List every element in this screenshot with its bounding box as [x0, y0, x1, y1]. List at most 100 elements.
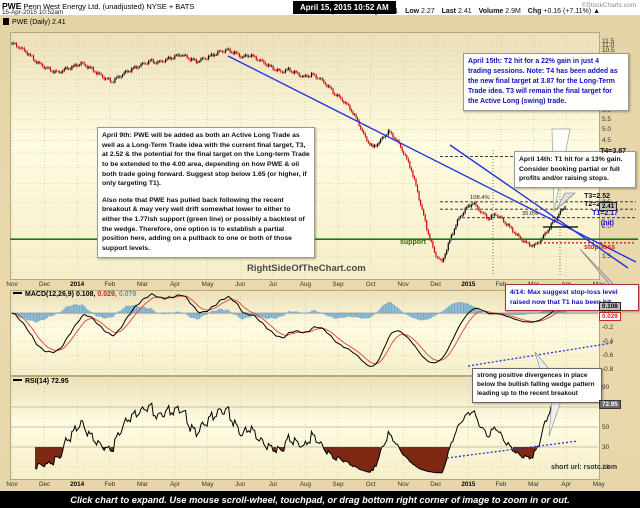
change-value: +0.16 (+7.11%) [543, 8, 592, 15]
last-price-tag: 2.41 [599, 202, 618, 212]
date-tick: Apr [170, 481, 180, 488]
macd-legend: MACD(12,26,9) 0.108, 0.029, 0.079 [13, 291, 136, 298]
site-watermark: RightSideOfTheChart.com [247, 263, 366, 274]
fib-retracement-label: 35.0% [522, 210, 539, 217]
macd-value-2: 0.029, [97, 291, 117, 298]
date-tick: Sep [332, 281, 344, 288]
macd-value-3: 0.079 [118, 291, 137, 298]
axis-tick: 10 [602, 463, 610, 471]
annotation-april-9-paragraph-2: Also note that PWE has pulled back follo… [102, 196, 305, 253]
axis-tick: 5.5 [602, 115, 612, 123]
date-tick: Sep [332, 481, 344, 488]
date-tick: Jun [235, 281, 246, 288]
volume-label: Volume [478, 8, 504, 15]
date-tick: Jul [268, 481, 277, 488]
price-legend-label: PWE (Daily) 2.41 [12, 19, 66, 26]
fib-extension-label: 108.4% [470, 194, 490, 201]
rsi-line-icon [13, 379, 22, 381]
date-tick: Mar [136, 481, 148, 488]
date-tick: 2014 [70, 481, 85, 488]
last-value: 2.41 [457, 8, 472, 15]
date-tick: Nov [6, 281, 18, 288]
axis-tick: -0.8 [602, 365, 614, 373]
date-tick: Feb [104, 281, 116, 288]
date-tick: Nov [6, 481, 18, 488]
date-tick: Aug [299, 481, 311, 488]
axis-tick: -0.2 [602, 323, 614, 331]
date-tick: May [201, 281, 214, 288]
stop-loss-label: stop-loss [584, 244, 616, 251]
rsi-legend: RSI(14) 72.95 [13, 378, 69, 385]
date-tick: Oct [365, 481, 376, 488]
date-tick: Dec [430, 281, 442, 288]
rsi-value: 72.95 [51, 378, 69, 385]
date-tick: May [592, 481, 605, 488]
axis-tick: 50 [602, 423, 610, 431]
date-tick: Jul [268, 281, 277, 288]
date-tick: Dec [38, 281, 51, 288]
chart-datetime: 15-Apr-2015 10:52am [2, 9, 64, 16]
annotation-april-9: April 9th: PWE will be added as both an … [97, 127, 315, 258]
axis-tick: 30 [602, 443, 610, 451]
annotation-april-15: April 15th: T2 hit for a 22% gain in jus… [463, 53, 629, 111]
date-tick: Oct [365, 281, 376, 288]
date-tick: Aug [299, 281, 311, 288]
date-tick: Feb [495, 281, 507, 288]
bottom-date-axis: Nov Dec 2014 Feb Mar Apr May Jun Jul Aug Sep Oct Nov… [0, 480, 640, 491]
axis-tick: -0.6 [602, 351, 614, 359]
rsi-tag: 72.95 [599, 400, 621, 410]
low-label: Low [405, 8, 420, 15]
annotation-april-14: April 14th: T1 hit for a 13% gain. Consi… [514, 151, 636, 188]
date-tick: Feb [104, 481, 116, 488]
axis-tick: 11.0 [602, 42, 615, 50]
macd-signal-tag: 0.029 [599, 312, 621, 322]
axis-tick: 4.5 [602, 137, 612, 144]
stockcharts-credit: ©StockCharts.com [581, 2, 636, 9]
date-tick: May [201, 481, 214, 488]
axis-tick: 10.5 [602, 47, 615, 55]
title-text: Penn West Energy Ltd. (unadjusted) NYSE … [23, 2, 195, 11]
date-tick: Feb [495, 481, 507, 488]
axis-tick: 2.0 [602, 222, 612, 230]
macd-tag: 0.108 [599, 301, 621, 311]
macd-value-1: 0.108, [75, 291, 96, 298]
annotation-april-9-paragraph-1: April 9th: PWE will be added as both an … [102, 132, 310, 188]
date-badge: April 15, 2015 10:52 AM [293, 1, 396, 14]
date-tick: Nov [397, 281, 409, 288]
date-tick: Mar [136, 281, 148, 288]
axis-tick: 1.5 [602, 253, 612, 261]
target-2-label: T2=2.35 [584, 201, 610, 209]
date-tick: Dec [38, 481, 51, 488]
candlestick-icon [3, 18, 9, 25]
last-label: Last [441, 8, 457, 15]
date-tick: Mar [528, 481, 540, 488]
up-arrow-icon: ▲ [593, 8, 600, 15]
ticker-symbol: PWE [2, 1, 22, 11]
price-legend: PWE (Daily) 2.41 [3, 18, 66, 26]
date-tick: 2015 [461, 281, 476, 288]
low-value: 2.27 [421, 8, 435, 15]
target-1-label: T1=2.17 [592, 209, 618, 217]
date-tick: Apr [170, 281, 180, 288]
date-tick: 2014 [70, 281, 85, 288]
target-1-hit-label: (hit) [600, 219, 614, 227]
date-tick: Apr [561, 481, 572, 488]
axis-tick: 11.5 [602, 37, 615, 45]
macd-legend-label: MACD(12,26,9) [25, 291, 75, 298]
annotation-divergence-note: strong positive divergences in place bel… [472, 368, 602, 403]
date-tick: Dec [430, 481, 442, 488]
zoom-instruction-bar: Click chart to expand. Use mouse scroll-… [0, 491, 640, 508]
chart-title: PWE Penn West Energy Ltd. (unadjusted) N… [2, 1, 194, 11]
macd-line-icon [13, 292, 22, 294]
target-4-label: T4=3.87 [600, 147, 626, 155]
axis-tick: 5.0 [602, 125, 612, 133]
date-tick: Nov [397, 481, 409, 488]
axis-tick: -0.4 [602, 337, 614, 345]
rsi-legend-label: RSI(14) [25, 378, 50, 385]
support-label: support [400, 239, 427, 246]
short-url-label: short url: rsotc.com [551, 464, 618, 471]
axis-tick: 90 [602, 383, 610, 391]
change-label: Chg [527, 8, 542, 15]
date-tick: 2015 [461, 481, 476, 488]
